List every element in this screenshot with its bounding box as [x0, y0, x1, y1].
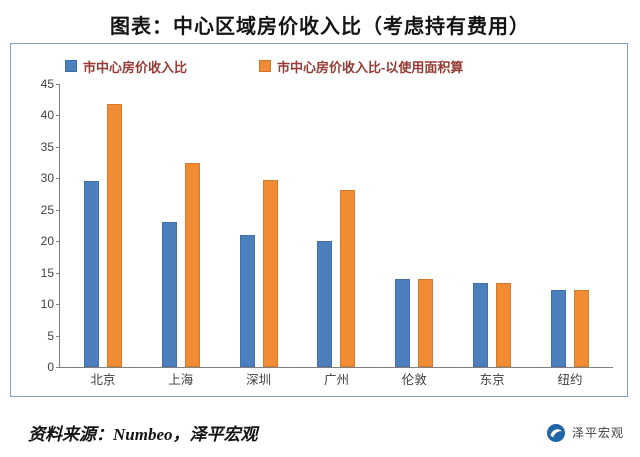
x-axis-labels: 北京 上海 深圳 广州 伦敦 东京 纽约 — [60, 367, 613, 389]
bar — [83, 181, 99, 367]
bar-group — [473, 84, 512, 367]
x-tick-label: 广州 — [323, 372, 349, 387]
y-tick-label: 35 — [28, 141, 60, 153]
y-tick-label: 45 — [28, 78, 60, 90]
y-tick-label: 5 — [28, 330, 60, 342]
x-tick-label: 东京 — [479, 372, 505, 387]
y-tick-label: 0 — [28, 361, 60, 373]
bar-group — [550, 84, 589, 367]
x-tick-label: 纽约 — [557, 372, 583, 387]
brand: 泽平宏观 — [546, 423, 624, 443]
bar — [262, 180, 278, 367]
bar — [106, 103, 122, 367]
plot-wrap: 0 5 10 15 20 25 30 35 40 45 北京 上海 深圳 广州 伦敦 东京 纽约 — [19, 78, 617, 387]
y-tick-label: 30 — [28, 172, 60, 184]
bar-group — [239, 84, 278, 367]
x-tick-label: 伦敦 — [401, 372, 427, 387]
bar — [573, 290, 589, 367]
legend-entry: 市中心房价收入比-以使用面积算 — [259, 57, 463, 76]
bar — [184, 162, 200, 367]
y-tick-label: 10 — [28, 298, 60, 310]
legend-label: 市中心房价收入比-以使用面积算 — [277, 59, 464, 75]
bar — [239, 234, 255, 367]
bar-group — [395, 84, 434, 367]
legend: 市中心房价收入比 市中心房价收入比-以使用面积算 — [11, 44, 627, 78]
y-tick-label: 20 — [28, 235, 60, 247]
bar-group — [161, 84, 200, 367]
bar — [340, 189, 356, 367]
legend-entry: 市中心房价收入比 — [65, 57, 187, 76]
y-tick-label: 25 — [28, 204, 60, 216]
chart-container: 市中心房价收入比 市中心房价收入比-以使用面积算 0 5 10 15 20 25 30 35 40… — [10, 43, 628, 397]
legend-label: 市中心房价收入比 — [83, 59, 188, 75]
bar-group — [83, 84, 122, 367]
legend-swatch-icon — [259, 60, 272, 72]
bar — [161, 222, 177, 367]
brand-name: 泽平宏观 — [571, 426, 624, 440]
x-tick-label: 深圳 — [246, 372, 272, 387]
page-title: 图表：中心区域房价收入比（考虑持有费用） — [110, 16, 530, 38]
bar — [473, 282, 489, 367]
bar-groups — [60, 84, 613, 367]
bar — [317, 241, 333, 367]
bar-group — [317, 84, 356, 367]
bar — [550, 290, 566, 367]
y-tick-label: 15 — [28, 267, 60, 279]
x-tick-label: 上海 — [168, 372, 194, 387]
y-tick-label: 40 — [28, 109, 60, 121]
zeping-macro-logo-icon — [546, 423, 566, 443]
source-note: 资料来源：Numbeo，泽平宏观 — [28, 425, 258, 444]
bar — [496, 282, 512, 367]
x-tick-label: 北京 — [90, 372, 116, 387]
bar — [395, 278, 411, 367]
legend-swatch-icon — [65, 60, 77, 72]
footer: 资料来源：Numbeo，泽平宏观 泽平宏观 — [0, 420, 640, 445]
plot-area: 0 5 10 15 20 25 30 35 40 45 北京 上海 深圳 广州 伦敦 东京 纽约 — [41, 78, 613, 387]
bar — [418, 278, 434, 367]
